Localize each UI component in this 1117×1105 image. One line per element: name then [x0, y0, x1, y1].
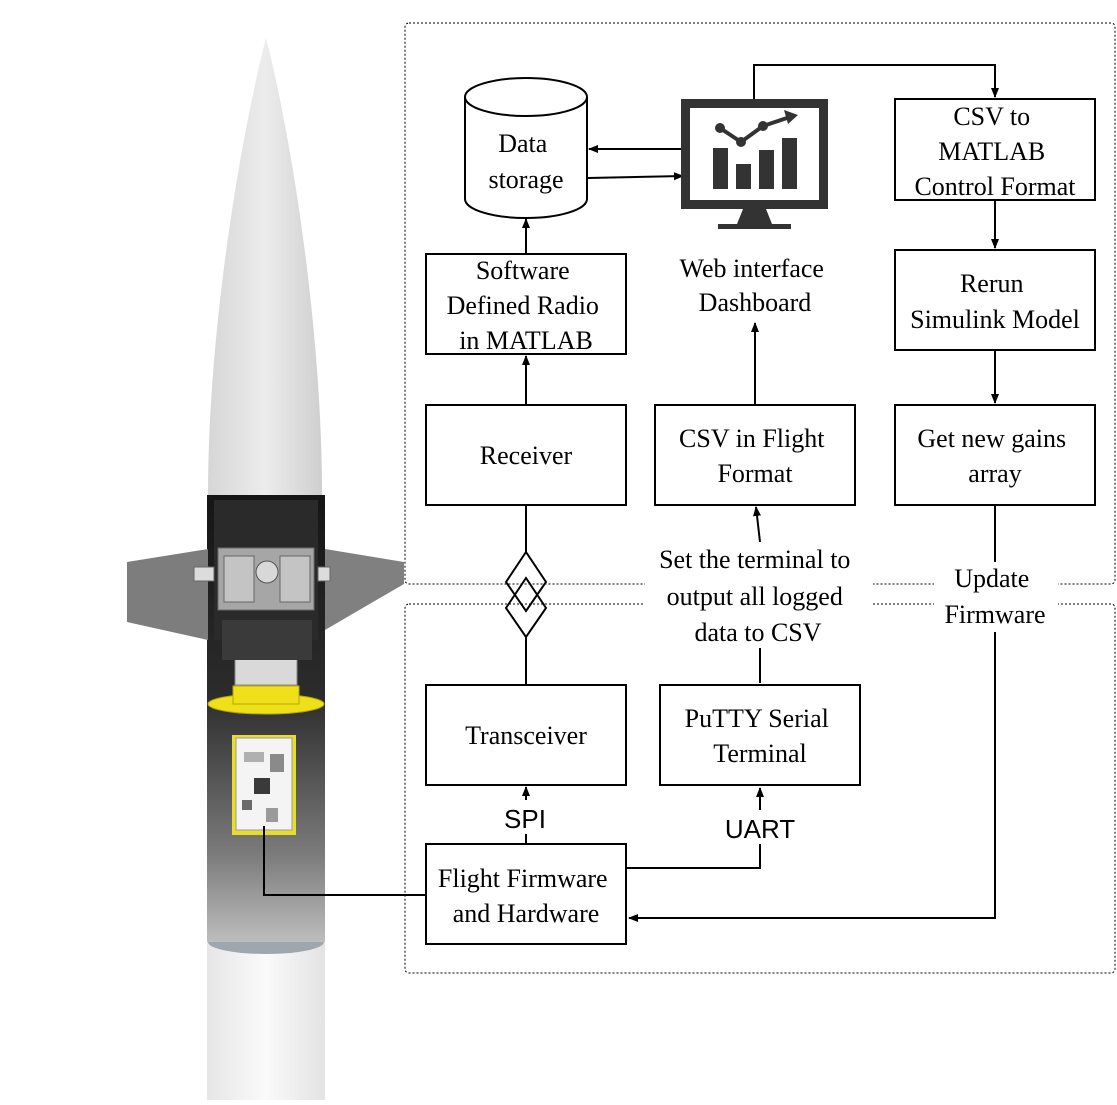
csv-flight-box — [654, 404, 856, 506]
terminal-note-label: Set the terminal to output all logged da… — [659, 545, 857, 647]
upper-frame — [222, 620, 312, 660]
radio-link-symbol — [504, 576, 548, 639]
csv-to-matlab-box — [894, 98, 1096, 201]
left-fin — [127, 549, 208, 640]
sdr-box — [425, 253, 627, 355]
trend-point — [758, 121, 768, 131]
storage-body — [464, 97, 588, 219]
update-firmware-label: Update Firmware — [944, 564, 1045, 629]
data-storage-label: Data storage — [488, 129, 563, 194]
rerun-simulink-box — [894, 249, 1096, 351]
monitor-analytics-icon — [681, 99, 828, 229]
pcb-component — [242, 800, 252, 810]
chart-bar — [736, 164, 751, 189]
line-pcb-to-firmware — [263, 826, 426, 896]
firmware-box — [425, 843, 627, 945]
sdr-label: Software Defined Radio in MATLAB — [447, 256, 606, 355]
lower-body-tube — [207, 940, 325, 1100]
trend-point — [715, 123, 725, 133]
uart-label: UART — [725, 814, 795, 844]
arrow-gains-to-firmware — [628, 505, 996, 922]
dashboard-label: Web interface Dashboard — [680, 254, 831, 317]
arrow-storage-to-dashboard — [587, 172, 684, 181]
update-firmware-bg — [934, 562, 1058, 632]
monitor-base — [718, 224, 791, 229]
monitor-stand — [737, 209, 772, 224]
chart-bar — [713, 148, 728, 189]
pcb-header — [244, 752, 264, 762]
servo-left — [223, 555, 255, 603]
trend-arrowhead — [784, 110, 798, 124]
spi-label: SPI — [504, 804, 546, 834]
receiver-label: Receiver — [480, 441, 573, 470]
receiver-box — [425, 404, 627, 506]
get-gains-box — [894, 404, 1096, 506]
csv-flight-label: CSV in Flight Format — [679, 424, 831, 488]
storage-top — [464, 77, 588, 117]
putty-box — [659, 684, 861, 786]
shaft-left — [193, 566, 215, 582]
pcb-chip — [254, 778, 270, 794]
connectors — [263, 64, 999, 922]
pcb-connector — [270, 754, 284, 772]
csv-to-matlab-label: CSV to MATLAB Control Format — [914, 102, 1076, 201]
servo-hub — [255, 560, 279, 584]
transceiver-label: Transceiver — [465, 721, 587, 750]
terminal-note-bg — [645, 542, 873, 648]
putty-label: PuTTY Serial Terminal — [685, 704, 836, 768]
servo-right — [279, 555, 311, 603]
ground-station-group — [404, 22, 1116, 585]
rocket-illustration — [127, 38, 404, 1100]
radio-link-symbol — [504, 550, 548, 613]
arrow-dashboard-to-csv-matlab — [753, 64, 999, 100]
spi-label-bg — [498, 800, 554, 834]
uart-label-bg — [718, 810, 802, 844]
chart-bar — [782, 138, 797, 189]
nose-cone — [208, 38, 322, 495]
chart-bar — [759, 150, 774, 189]
get-gains-label: Get new gains array — [917, 424, 1072, 488]
firmware-label: Flight Firmware and Hardware — [438, 864, 614, 928]
right-fin — [325, 549, 404, 630]
pcb-component — [266, 808, 278, 822]
flight-system-group — [404, 603, 1116, 974]
arrow-putty-to-csvflight — [753, 506, 761, 543]
trend-line — [718, 116, 788, 145]
trend-point — [736, 137, 746, 147]
shaft-right — [317, 566, 331, 582]
monitor-screen — [690, 108, 819, 200]
rerun-label: Rerun Simulink Model — [910, 269, 1080, 334]
database-cylinder-icon — [464, 77, 588, 219]
yellow-mount — [232, 685, 300, 705]
transceiver-box — [425, 684, 627, 786]
